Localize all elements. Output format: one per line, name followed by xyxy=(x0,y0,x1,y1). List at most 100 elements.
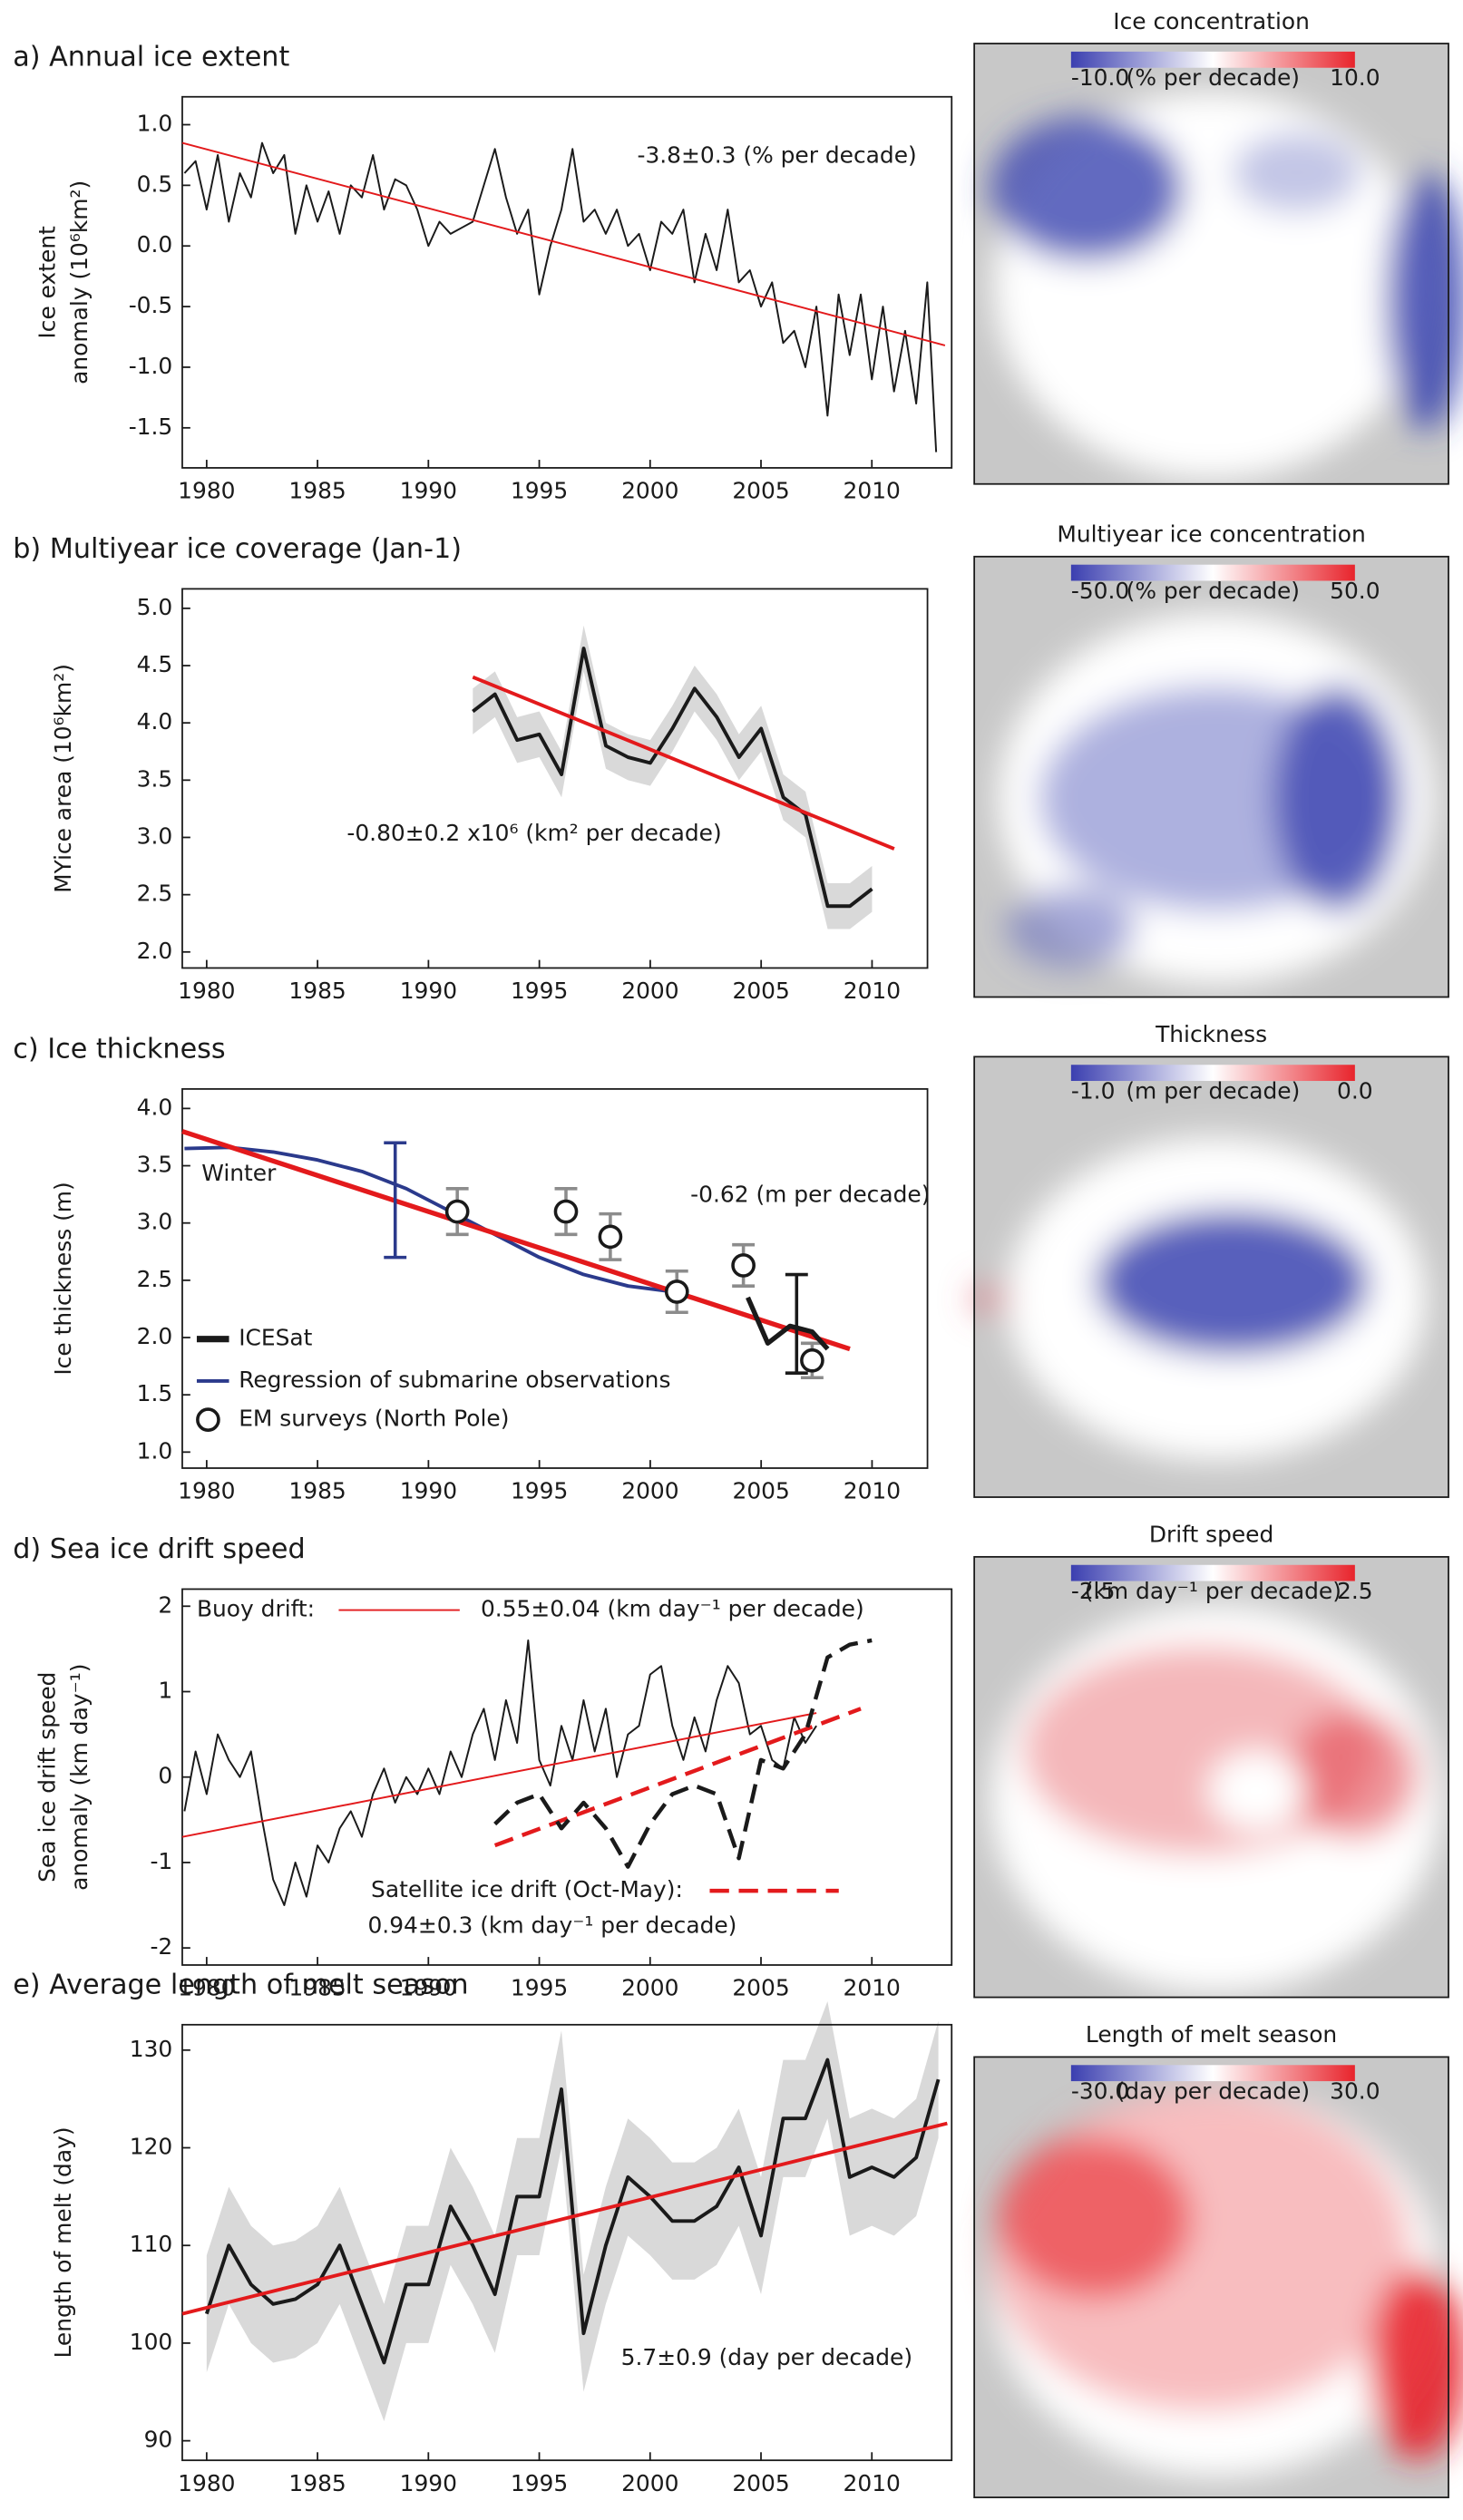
map-panel: Drift speed -2.5(km day⁻¹ per decade)2.5 xyxy=(973,1522,1449,1999)
x-tick-label: 2005 xyxy=(733,1478,790,1504)
map-title: Drift speed xyxy=(1149,1522,1273,1548)
colorbar-label: (% per decade) xyxy=(1127,578,1300,604)
x-tick-label: 1990 xyxy=(400,1975,457,2001)
x-tick-label: 2010 xyxy=(844,978,901,1004)
y-tick-label: -1 xyxy=(150,1848,172,1874)
map-region xyxy=(990,116,1185,262)
legend-label: Regression of submarine observations xyxy=(239,1367,670,1393)
panel-title: a) Annual ice extent xyxy=(13,42,289,73)
y-tick-label: 120 xyxy=(130,2134,173,2160)
y-tick-label: 3.5 xyxy=(137,765,173,792)
y-tick-label: 1 xyxy=(158,1677,172,1703)
panel-title: c) Ice thickness xyxy=(13,1034,225,1065)
annotation: -3.8±0.3 (% per decade) xyxy=(637,142,916,169)
map-border xyxy=(973,1555,1449,1999)
y-tick-label: 2.5 xyxy=(137,881,173,907)
x-tick-label: 2010 xyxy=(844,1975,901,2001)
line xyxy=(746,1296,830,1351)
colorbar-label: 2.5 xyxy=(1337,1578,1373,1604)
error-bar xyxy=(785,1272,808,1375)
colorbar-label: -10.0 xyxy=(1071,64,1129,91)
x-tick-label: 2005 xyxy=(732,1975,789,2001)
annotation: 5.7±0.9 (day per decade) xyxy=(621,2344,912,2370)
y-tick-label: 2.5 xyxy=(137,1266,173,1292)
x-tick-label: 1985 xyxy=(288,978,346,1004)
line xyxy=(204,2058,941,2365)
marker xyxy=(800,1348,824,1373)
y-tick-label: 4.0 xyxy=(137,708,173,735)
y-tick-label: 3.0 xyxy=(137,1209,173,1235)
x-tick-label: 2000 xyxy=(621,478,678,504)
x-tick-label: 1995 xyxy=(511,1478,568,1504)
colorbar-label: -50.0 xyxy=(1071,578,1129,604)
y-tick-label: -2 xyxy=(150,1933,172,1960)
map-panel: Multiyear ice concentration -50.0(% per d… xyxy=(973,521,1449,998)
y-tick-label: -0.5 xyxy=(129,292,173,318)
error-bar xyxy=(384,1141,407,1260)
map-region xyxy=(1208,1750,1305,1832)
map-panel: Length of melt season -30.0(day per decad… xyxy=(973,2021,1463,2498)
x-tick-label: 1985 xyxy=(288,2470,346,2496)
panel: b) Multiyear ice coverage (Jan-1) MYice a… xyxy=(13,533,929,1004)
y-axis-label: Length of melt (day) xyxy=(50,2126,76,2358)
y-tick-label: 1.0 xyxy=(137,1437,173,1464)
colorbar xyxy=(1070,1564,1355,1581)
x-tick-label: 2000 xyxy=(621,978,678,1004)
y-axis-label: Sea ice drift speed xyxy=(34,1672,60,1883)
map-region xyxy=(998,2137,1193,2300)
y-tick-label: 0.5 xyxy=(137,170,173,197)
x-tick-label: 1995 xyxy=(511,2470,568,2496)
x-tick-label: 2010 xyxy=(844,478,901,504)
y-tick-label: -1.5 xyxy=(129,414,173,440)
annotation: -0.80±0.2 x10⁶ (km² per decade) xyxy=(346,820,721,846)
y-axis-label: Ice thickness (m) xyxy=(50,1182,76,1375)
colorbar-label: -30.0 xyxy=(1071,2078,1129,2105)
line xyxy=(183,141,938,452)
x-tick-label: 1990 xyxy=(400,1478,457,1504)
legend-label: Satellite ice drift (Oct-May): xyxy=(371,1876,683,1902)
x-tick-label: 1980 xyxy=(178,978,235,1004)
y-tick-label: 3.0 xyxy=(137,822,173,849)
colorbar-label: (km day⁻¹ per decade) xyxy=(1085,1578,1341,1604)
x-tick-label: 1980 xyxy=(178,478,235,504)
plot-frame xyxy=(181,2023,953,2462)
x-tick-label: 2005 xyxy=(733,978,790,1004)
plot-frame xyxy=(181,1588,953,1966)
y-tick-label: 130 xyxy=(130,2036,173,2062)
x-tick-label: 1980 xyxy=(178,1478,235,1504)
map-title: Ice concentration xyxy=(1113,8,1310,34)
map-panel: Ice concentration -10.0(% per decade) 10.0 xyxy=(973,8,1463,485)
line xyxy=(493,1707,862,1848)
colorbar-label: -1.0 xyxy=(1071,1077,1116,1104)
map-region xyxy=(1369,2266,1463,2461)
line xyxy=(181,2121,948,2316)
line xyxy=(183,1639,817,1907)
colorbar-label: -2.5 xyxy=(1071,1578,1116,1604)
x-tick-label: 1995 xyxy=(511,478,568,504)
colorbar xyxy=(1070,1065,1355,1082)
map-image xyxy=(990,92,1463,480)
y-tick-label: 90 xyxy=(144,2427,173,2453)
y-tick-label: 4.5 xyxy=(137,651,173,677)
y-tick-label: 1.5 xyxy=(137,1380,173,1406)
x-tick-label: 1985 xyxy=(288,478,346,504)
panel-title: d) Sea ice drift speed xyxy=(13,1533,305,1565)
map-image xyxy=(998,613,1434,985)
line xyxy=(472,675,895,851)
x-tick-label: 1985 xyxy=(288,1975,346,2001)
x-tick-label: 2010 xyxy=(844,1478,901,1504)
map-region xyxy=(1288,1709,1419,1840)
y-tick-label: 2.0 xyxy=(137,1323,173,1349)
panel: c) Ice thickness Ice thickness (m) 4.0 3.5 3… xyxy=(13,1034,930,1504)
y-tick-label: 1.0 xyxy=(137,111,173,137)
x-tick-label: 1990 xyxy=(400,2470,457,2496)
x-tick-label: 1990 xyxy=(400,978,457,1004)
map-title: Multiyear ice concentration xyxy=(1057,521,1365,548)
plot-frame xyxy=(181,1088,929,1469)
y-tick-label: 4.0 xyxy=(137,1094,173,1120)
x-tick-label: 1995 xyxy=(511,1975,568,2001)
colorbar-label: 50.0 xyxy=(1330,578,1380,604)
map-image xyxy=(990,2088,1463,2476)
colorbar xyxy=(1070,2065,1355,2082)
